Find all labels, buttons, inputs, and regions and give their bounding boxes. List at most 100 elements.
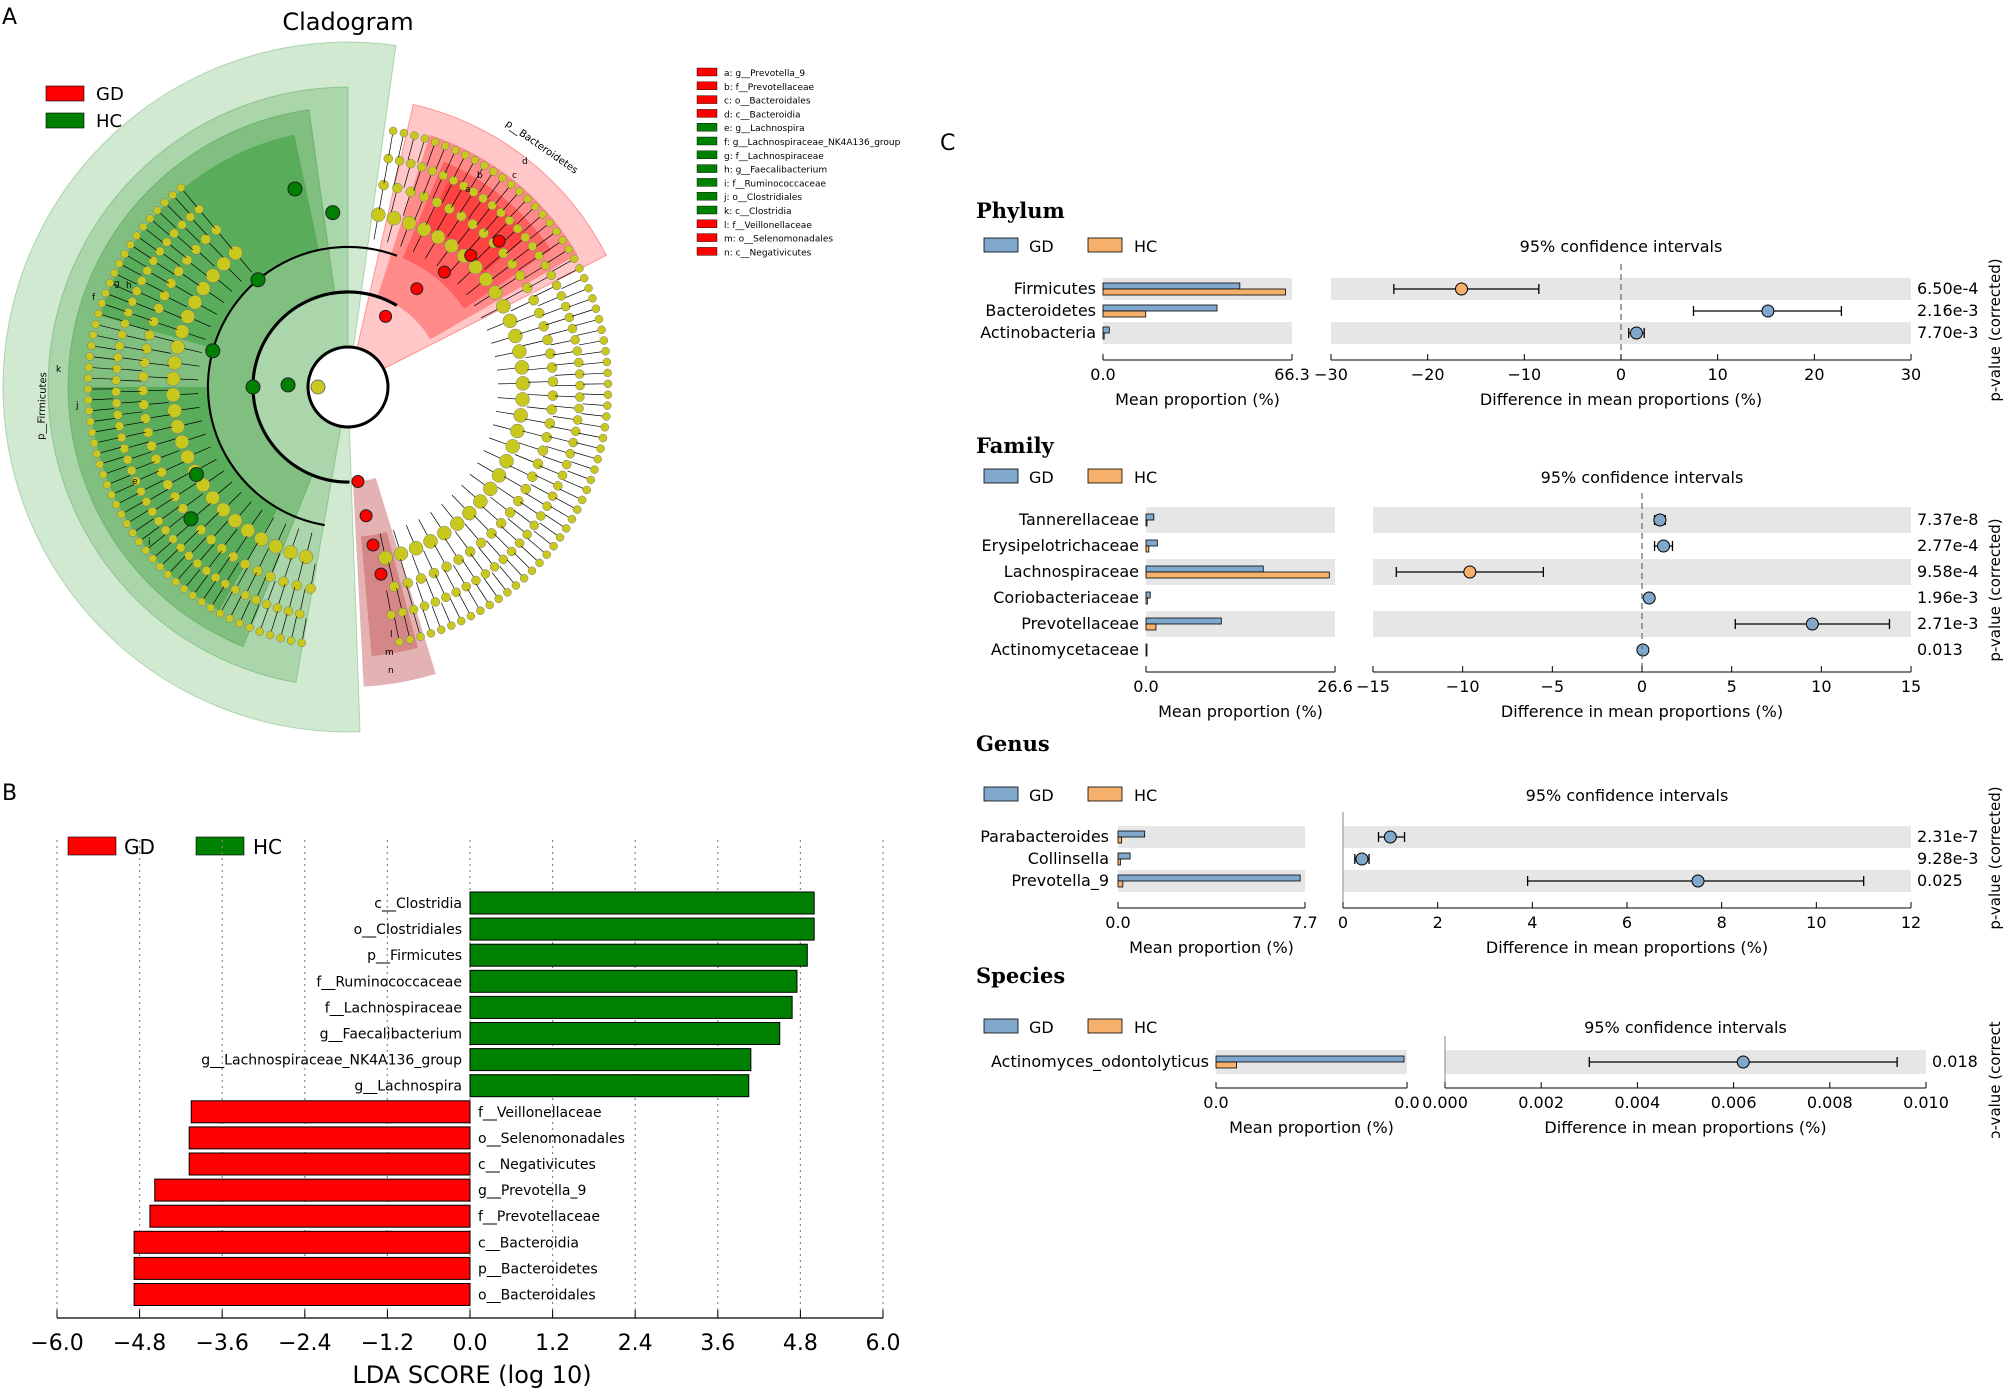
tree-leaf-node	[594, 314, 604, 324]
tree-leaf-node	[240, 590, 251, 600]
stamp-genus-title: Genus	[976, 731, 1050, 756]
tree-leaf-node	[131, 286, 142, 296]
tree-leaf-node	[487, 285, 503, 300]
tree-leaf-node	[489, 167, 498, 176]
tree-leaf-node	[423, 534, 438, 549]
tree-leaf-node	[461, 150, 470, 160]
stamp-diff-tick-label: 5	[1727, 677, 1737, 696]
tree-leaf-node	[87, 428, 97, 437]
cladogram-key-swatch	[696, 205, 718, 215]
stamp-row-band	[1343, 826, 1911, 848]
tree-leaf-node	[464, 546, 476, 557]
stamp-ci-title: 95% confidence intervals	[1584, 1018, 1787, 1037]
tree-leaf-node	[177, 220, 187, 230]
stamp-diff-tick-label: 20	[1804, 365, 1824, 384]
tree-leaf-node	[177, 503, 189, 514]
tree-node-hc	[183, 511, 199, 527]
tree-leaf-node	[428, 567, 440, 579]
stamp-legend-hc-label: HC	[1134, 468, 1157, 487]
stamp-mean-tick-label: 0.0	[1394, 1093, 1419, 1112]
tree-leaf-node	[586, 475, 596, 485]
tree-leaf-node	[597, 325, 606, 335]
tree-leaf-node	[542, 501, 552, 511]
tree-leaf-node	[206, 603, 216, 613]
lda-bar-label: c__Bacteroidia	[478, 1235, 579, 1251]
stamp-row-band	[1146, 507, 1335, 533]
tree-leaf-node	[174, 434, 190, 450]
tree-leaf-node	[529, 520, 539, 531]
stamp-legend-hc-label: HC	[1134, 237, 1157, 256]
tree-leaf-node	[94, 309, 103, 319]
cladogram-key-entry: m: o__Selenomonadales	[724, 235, 833, 245]
tree-leaf-node	[132, 231, 141, 240]
tree-leaf-node	[153, 303, 164, 314]
tree-leaf-node	[126, 240, 135, 249]
stamp-diff-point	[1805, 617, 1819, 631]
cladogram-key-entry: g: f__Lachnospiraceae	[724, 152, 824, 162]
tree-leaf-node	[573, 505, 582, 514]
tree-root-node	[310, 379, 326, 395]
tree-leaf-node	[603, 368, 612, 378]
lda-bar	[469, 891, 815, 915]
lda-bar-label: f__Prevotellaceae	[478, 1209, 600, 1225]
tree-leaf-node	[570, 426, 581, 437]
cladogram-key-entry: a: g__Prevotella_9	[724, 69, 805, 79]
stamp-pvalue: 2.16e-3	[1917, 301, 1978, 320]
stamp-diff-tick-label: 10	[1806, 913, 1826, 932]
stamp-row-band	[1373, 507, 1911, 533]
tree-leaf-node	[141, 496, 152, 507]
tree-leaf-node	[174, 324, 190, 339]
stamp-mean-bar-gd	[1145, 643, 1148, 651]
tree-leaf-node	[408, 540, 424, 556]
stamp-mean-bar-gd	[1145, 617, 1222, 625]
tree-leaf-node	[138, 371, 149, 382]
tree-leaf-node	[437, 525, 452, 541]
lda-bar	[188, 1152, 471, 1176]
tree-leaf-node	[205, 534, 217, 545]
tree-leaf-node	[546, 270, 557, 280]
stamp-row-label: Erysipelotrichaceae	[982, 536, 1140, 555]
tree-leaf-node	[278, 576, 289, 587]
stamp-row-label: Coriobacteriaceae	[993, 588, 1139, 607]
tree-leaf-node	[602, 357, 612, 367]
tree-leaf-node	[126, 465, 137, 476]
stamp-mean-bar-hc	[1145, 649, 1148, 657]
tree-leaf-node	[416, 162, 427, 172]
stamp-diff-tick-label: 0.002	[1518, 1093, 1564, 1112]
cladogram-key-entry: b: f__Prevotellaceae	[724, 83, 814, 93]
tree-leaf-node	[185, 212, 195, 222]
tree-leaf-node	[436, 625, 446, 634]
stamp-diff-tick-label: −5	[1541, 677, 1565, 696]
lda-legend-gd-swatch	[67, 836, 117, 856]
tree-leaf-node	[540, 260, 551, 271]
tree-leaf-node	[216, 543, 228, 554]
tree-leaf-node	[105, 278, 114, 288]
tree-leaf-node	[530, 202, 540, 211]
stamp-species-title: Species	[976, 963, 1065, 988]
tree-leaf-node	[494, 594, 503, 604]
stamp-pvalue: 6.50e-4	[1917, 279, 1978, 298]
tree-leaf-node	[175, 542, 186, 553]
lda-x-axis-label: LDA SCORE (log 10)	[352, 1361, 591, 1389]
tree-leaf-node	[600, 423, 610, 432]
tree-leaf-node	[276, 633, 285, 643]
stamp-diff-point	[1761, 304, 1775, 318]
tree-leaf-node	[170, 419, 185, 434]
tree-leaf-node	[601, 346, 610, 356]
tree-leaf-node	[252, 565, 263, 577]
tree-leaf-node	[169, 491, 181, 503]
stamp-mean-bar-hc	[1215, 1061, 1237, 1069]
lda-x-tick-label: 6.0	[866, 1331, 901, 1356]
tree-leaf-node	[225, 614, 234, 623]
lda-x-tick-label: 1.2	[535, 1331, 570, 1356]
cladogram-key-swatch	[696, 122, 718, 132]
cladogram-key-swatch	[696, 233, 718, 242]
tree-leaf-node	[476, 606, 485, 615]
cladogram-legend-hc-label: HC	[96, 111, 122, 132]
tree-leaf-node	[471, 575, 481, 586]
stamp-diff-xlabel: Difference in mean proportions (%)	[1486, 938, 1768, 957]
tree-leaf-node	[410, 131, 419, 140]
stamp-mean-xlabel: Mean proportion (%)	[1129, 938, 1294, 957]
tree-leaf-node	[251, 595, 261, 605]
